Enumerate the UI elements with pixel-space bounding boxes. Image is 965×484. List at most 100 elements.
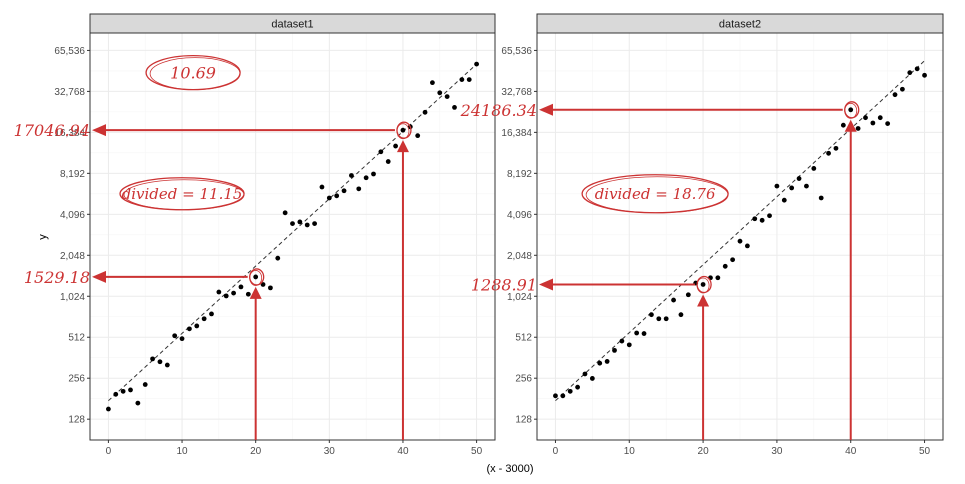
data-point: [135, 400, 141, 406]
x-tick-label: 10: [624, 446, 636, 457]
data-point: [474, 61, 479, 67]
data-point: [371, 171, 376, 177]
divided-bubble-stroke: [123, 179, 245, 211]
data-point: [422, 109, 428, 115]
data-point: [319, 184, 325, 190]
y-tick-label: 128: [515, 415, 532, 426]
data-point: [268, 285, 273, 291]
x-tick-label: 50: [471, 446, 483, 457]
data-point: [870, 120, 876, 126]
x-tick-label: 0: [553, 446, 559, 457]
data-point: [238, 284, 244, 290]
facet-panel-dataset2: dataset2 0 10 20 30 40 50 128 256 512 1,024 2,048 4,…: [460, 13, 944, 457]
data-point: [459, 77, 465, 83]
y-tick-label: 2,048: [60, 251, 85, 262]
data-point: [700, 282, 706, 287]
data-point: [900, 86, 905, 92]
data-point: [385, 159, 391, 164]
low-horizontal-arrow-head: [92, 270, 106, 283]
divided-label: divided = 18.76: [595, 185, 716, 203]
data-point: [575, 384, 580, 390]
y-tick-label: 1,024: [507, 292, 532, 303]
trend-line: [108, 63, 477, 402]
high-value-label: 17046.94: [14, 121, 90, 140]
data-point: [128, 387, 133, 393]
data-point: [774, 183, 780, 189]
data-point: [730, 257, 736, 263]
data-point: [789, 185, 795, 191]
data-point: [767, 213, 772, 219]
ratio-bubble-stroke: [149, 57, 241, 91]
data-point: [560, 393, 566, 399]
y-tick-label: 4,096: [60, 210, 85, 221]
y-tick-label: 8,192: [60, 169, 85, 180]
x-tick-label: 30: [324, 446, 336, 457]
data-point: [245, 291, 251, 297]
low-value-label: 1529.18: [24, 268, 90, 287]
data-point: [349, 173, 354, 178]
x-tick-label: 0: [106, 446, 112, 457]
data-point: [157, 359, 163, 365]
divided-label: divided = 11.15: [122, 185, 243, 203]
y-tick-label: 512: [515, 333, 532, 344]
data-point: [634, 330, 640, 336]
data-point: [466, 77, 472, 83]
low-vertical-arrow-head: [697, 294, 710, 307]
data-point: [922, 72, 927, 78]
data-point: [113, 391, 119, 397]
data-point: [378, 149, 384, 155]
y-tick-label: 1,024: [60, 292, 85, 303]
y-tick-label: 512: [68, 333, 85, 344]
data-point: [589, 376, 595, 381]
high-point-circle-stroke: [844, 102, 858, 119]
chart-layer: dataset1 0 10 20 30 40 50 128 256 512 1,024 2,048 4,…: [14, 13, 944, 457]
y-tick-label: 4,096: [507, 210, 532, 221]
low-point-circle-stroke: [249, 270, 263, 286]
data-point: [312, 221, 317, 227]
data-point: [363, 175, 369, 181]
data-point: [818, 195, 824, 201]
data-point: [179, 336, 185, 342]
data-point: [663, 316, 669, 322]
y-tick-label: 2,048: [507, 251, 532, 262]
high-horizontal-arrow-head: [92, 124, 106, 137]
data-point: [848, 107, 854, 113]
data-point: [297, 219, 303, 225]
data-point: [612, 347, 617, 353]
y-tick-label: 32,768: [54, 87, 85, 98]
data-point: [437, 90, 443, 96]
data-point: [641, 331, 647, 336]
data-point: [164, 362, 170, 368]
data-point: [142, 382, 148, 387]
data-point: [597, 360, 603, 366]
data-point: [737, 238, 743, 244]
x-axis-title: (x - 3000): [486, 463, 533, 475]
data-point: [223, 293, 229, 299]
data-point: [885, 121, 891, 127]
panel-border: [89, 32, 496, 441]
data-point: [811, 166, 817, 171]
y-tick-label: 128: [68, 415, 85, 426]
data-point: [796, 176, 802, 181]
data-point: [907, 70, 913, 76]
y-axis-title: y: [37, 234, 49, 240]
data-point: [553, 393, 558, 399]
low-horizontal-arrow-head: [539, 278, 553, 291]
data-point: [172, 333, 178, 339]
y-tick-label: 65,536: [501, 46, 532, 57]
data-point: [752, 216, 758, 222]
data-point: [626, 342, 632, 348]
data-point: [759, 217, 765, 223]
data-point: [209, 311, 214, 317]
low-value-label: 1288.91: [471, 275, 537, 294]
x-tick-label: 20: [250, 446, 262, 457]
high-point-circle-stroke: [396, 123, 410, 140]
data-point: [722, 263, 728, 269]
data-point: [855, 126, 861, 131]
data-point: [656, 316, 662, 322]
data-point: [194, 323, 200, 329]
high-value-label: 24186.34: [460, 101, 537, 120]
y-tick-label: 16,384: [54, 128, 85, 139]
data-point: [914, 66, 920, 72]
